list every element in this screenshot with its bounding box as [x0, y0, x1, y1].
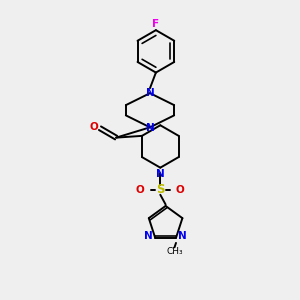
Text: O: O: [89, 122, 98, 132]
Text: CH₃: CH₃: [166, 247, 183, 256]
Text: N: N: [144, 231, 153, 242]
Text: N: N: [146, 88, 154, 98]
Text: O: O: [176, 185, 185, 195]
Text: N: N: [178, 231, 187, 242]
Text: S: S: [156, 183, 165, 196]
Text: N: N: [156, 169, 165, 178]
Text: F: F: [152, 19, 160, 29]
Text: N: N: [146, 123, 154, 133]
Text: O: O: [136, 185, 145, 195]
